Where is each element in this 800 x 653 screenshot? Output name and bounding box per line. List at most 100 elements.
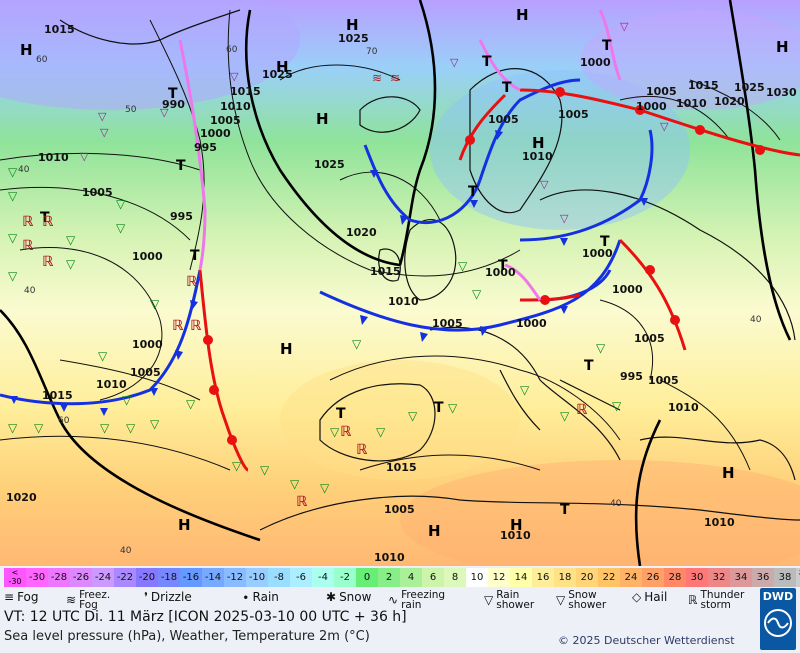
svg-text:▽: ▽: [100, 421, 110, 435]
weather-legend-item: ≋ Freez. Fog: [66, 590, 110, 611]
scale-cell: -10: [246, 568, 268, 587]
pressure-label: 1010: [96, 378, 127, 391]
pressure-label: 1000: [516, 317, 547, 330]
scale-cell: -18: [158, 568, 180, 587]
scale-cell: -20: [136, 568, 158, 587]
pressure-label: 1005: [634, 332, 665, 345]
pressure-label: 1015: [386, 461, 417, 474]
high-centre: H: [20, 41, 33, 59]
pressure-label: 1030: [766, 86, 797, 99]
pressure-label: 1000: [485, 266, 516, 279]
temp-label: 70: [366, 47, 378, 57]
temp-label: 40: [120, 546, 132, 556]
scale-cell: 36: [752, 568, 774, 587]
weather-legend-symbol: ≡: [4, 590, 15, 604]
scale-cell: -22: [114, 568, 136, 587]
scale-cell: 30: [686, 568, 708, 587]
svg-text:▽: ▽: [290, 477, 300, 491]
weather-legend-item: ◇ Hail: [632, 590, 667, 604]
scale-cell: -6: [290, 568, 312, 587]
svg-text:▽: ▽: [186, 397, 196, 411]
dwd-logo: DWD: [760, 588, 796, 650]
pressure-label: 1010: [668, 401, 699, 414]
pressure-label: 1015: [370, 265, 401, 278]
scale-cell: 14: [510, 568, 532, 587]
svg-text:ℝ: ℝ: [190, 318, 202, 334]
svg-text:▽: ▽: [448, 401, 458, 415]
svg-text:▽: ▽: [376, 425, 386, 439]
low-centre: T: [482, 54, 492, 70]
scale-left-tip: < -30: [4, 568, 26, 587]
svg-text:▽: ▽: [458, 259, 468, 273]
weather-legend-item: ✱ Snow: [326, 590, 371, 604]
weather-legend-symbol: ∿: [388, 593, 399, 607]
high-centre: H: [532, 134, 545, 152]
pressure-label: 1005: [646, 85, 677, 98]
pressure-label: 1020: [346, 226, 377, 239]
svg-text:ℝ: ℝ: [186, 274, 198, 290]
pressure-label: 990: [162, 98, 185, 111]
scale-cell: 6: [422, 568, 444, 587]
low-centre: T: [468, 184, 478, 200]
scale-cell: -4: [312, 568, 334, 587]
svg-text:▽: ▽: [150, 417, 160, 431]
pressure-label: 1005: [384, 503, 415, 516]
pressure-label: 995: [170, 210, 193, 223]
weather-legend-label: Thunder storm: [700, 589, 745, 611]
svg-text:≋: ≋: [390, 71, 400, 85]
temp-label: 60: [36, 55, 48, 65]
weather-legend-symbol: ▽: [556, 593, 566, 607]
temperature-labels: 60 50 40 40 40 70 60 60 40 40: [18, 45, 762, 556]
temp-label: 40: [18, 165, 30, 175]
scale-cell: 38: [774, 568, 796, 587]
pressure-label: 1020: [714, 95, 745, 108]
low-centre: T: [168, 86, 178, 102]
weather-legend-item: ∙ Rain: [242, 590, 279, 604]
svg-text:ℝ: ℝ: [172, 318, 184, 334]
pressure-label: 1010: [388, 295, 419, 308]
low-centre: T: [602, 38, 612, 54]
isobars: [0, 9, 781, 471]
svg-text:▽: ▽: [160, 106, 169, 119]
pressure-label: 1005: [82, 186, 113, 199]
low-centre: T: [584, 358, 594, 374]
pressure-label: 1000: [582, 247, 613, 260]
scale-cell: 28: [664, 568, 686, 587]
scale-cell: 4: [400, 568, 422, 587]
high-centre: H: [516, 6, 529, 24]
scale-cell: 0: [356, 568, 378, 587]
temp-label: 40: [24, 286, 36, 296]
low-centre: T: [560, 502, 570, 518]
temp-label: 40: [750, 315, 762, 325]
high-centre: H: [776, 38, 789, 56]
pressure-label: 1015: [230, 85, 261, 98]
weather-legend-symbol: ≋: [66, 593, 77, 607]
scale-cell: 16: [532, 568, 554, 587]
weather-legend-symbol: ✱: [326, 590, 337, 604]
warm-front-semicircles: [203, 87, 765, 445]
weather-legend-item: ▽ Snow shower: [556, 590, 606, 611]
temperature-scale: < -30 -30 -28 -26 -24 -22 -20 -18 -16 -14 -12 -10 -8…: [4, 568, 800, 587]
svg-text:ℝ: ℝ: [42, 214, 54, 230]
svg-text:▽: ▽: [8, 269, 18, 283]
pressure-label: 1015: [688, 79, 719, 92]
weather-legend-symbol: ▽: [484, 593, 494, 607]
weather-legend-item: ≡ Fog: [4, 590, 39, 604]
scale-cell: 12: [488, 568, 510, 587]
svg-text:▽: ▽: [660, 120, 669, 133]
pressure-label: 995: [620, 370, 643, 383]
svg-text:▽: ▽: [150, 297, 160, 311]
low-centre: T: [502, 80, 512, 96]
weather-legend-item: ▽ Rain shower: [484, 590, 534, 611]
svg-text:ℝ: ℝ: [296, 494, 308, 510]
svg-text:▽: ▽: [320, 481, 330, 495]
weather-legend-label: Hail: [644, 590, 668, 604]
svg-text:▽: ▽: [596, 341, 606, 355]
svg-text:▽: ▽: [472, 287, 482, 301]
svg-text:▽: ▽: [450, 56, 459, 69]
svg-text:▽: ▽: [80, 150, 89, 163]
valid-time: VT: 12 UTC Di. 11 März [ICON 2025-03-10 …: [4, 609, 407, 625]
temp-label: 60: [226, 45, 238, 55]
scale-cell: 22: [598, 568, 620, 587]
svg-text:▽: ▽: [8, 421, 18, 435]
